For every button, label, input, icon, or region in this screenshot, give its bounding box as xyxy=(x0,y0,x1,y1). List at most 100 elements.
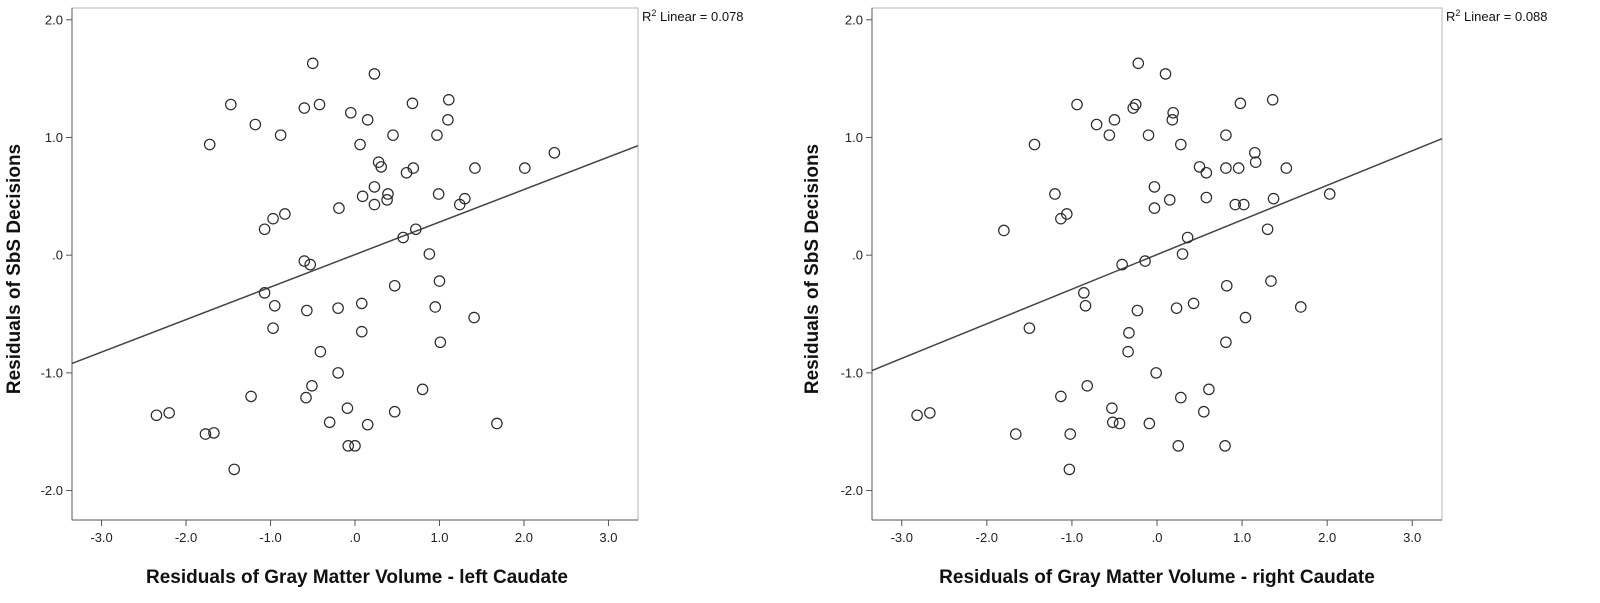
data-point xyxy=(924,407,936,419)
data-point xyxy=(1265,275,1277,287)
data-point xyxy=(1163,194,1176,206)
data-point xyxy=(279,208,291,220)
data-point xyxy=(1079,299,1092,312)
y-tick-label: -1.0 xyxy=(41,365,63,380)
x-tick-label: -2.0 xyxy=(175,530,197,545)
x-tick-label: .0 xyxy=(1152,530,1163,545)
y-tick-label: .0 xyxy=(852,248,863,263)
data-point xyxy=(1142,129,1155,141)
data-point xyxy=(349,440,361,452)
data-point xyxy=(332,367,344,379)
x-tick-label: 1.0 xyxy=(1233,530,1251,545)
data-point xyxy=(355,297,368,310)
data-point xyxy=(1139,255,1151,267)
data-point xyxy=(387,129,399,141)
data-point xyxy=(1193,161,1206,173)
data-point xyxy=(1063,463,1076,476)
plot-frame xyxy=(71,7,639,521)
data-point xyxy=(1220,162,1232,174)
data-point xyxy=(267,322,279,334)
y-tick-label: -1.0 xyxy=(841,365,863,380)
data-point xyxy=(381,194,393,206)
data-point xyxy=(1197,405,1210,418)
data-point xyxy=(333,202,345,214)
data-point xyxy=(1116,258,1128,271)
y-axis-title: Residuals of SbS Decisions xyxy=(4,144,25,394)
r-squared-label: R2 Linear = 0.078 xyxy=(642,8,744,24)
data-point xyxy=(356,190,369,203)
data-point xyxy=(1123,327,1135,339)
data-point xyxy=(249,118,262,131)
data-point xyxy=(1220,129,1232,141)
data-point xyxy=(298,102,311,114)
data-point xyxy=(442,94,455,106)
y-tick-label: .0 xyxy=(52,248,63,263)
data-point xyxy=(1071,98,1083,111)
data-point xyxy=(225,98,237,111)
y-tick-label: 2.0 xyxy=(845,12,863,27)
data-point xyxy=(469,162,481,174)
data-point xyxy=(268,299,281,312)
data-point xyxy=(341,402,354,414)
data-point xyxy=(1220,336,1232,349)
data-point xyxy=(998,224,1010,237)
data-point xyxy=(1232,162,1245,174)
data-point xyxy=(1219,440,1231,452)
data-point xyxy=(1132,57,1145,70)
data-point xyxy=(1267,192,1280,205)
data-point xyxy=(344,106,357,119)
x-tick-label: 1.0 xyxy=(430,530,448,545)
data-point xyxy=(1234,97,1247,110)
data-point xyxy=(298,255,311,267)
x-axis-title: Residuals of Gray Matter Volume - left C… xyxy=(146,567,568,588)
data-point xyxy=(306,57,319,70)
data-point xyxy=(518,162,531,174)
x-tick-label: -3.0 xyxy=(90,530,112,545)
data-point xyxy=(199,428,212,440)
data-point xyxy=(274,129,287,141)
data-point xyxy=(1266,94,1279,106)
regression-line xyxy=(871,137,1443,372)
data-point xyxy=(429,301,442,313)
data-point xyxy=(1167,106,1179,119)
x-tick-label: 2.0 xyxy=(515,530,533,545)
data-point xyxy=(431,129,443,141)
data-point xyxy=(342,440,355,452)
data-point xyxy=(433,275,446,287)
data-point xyxy=(1122,345,1134,358)
data-point xyxy=(1229,198,1242,211)
data-point xyxy=(1170,302,1183,314)
data-point xyxy=(304,258,317,271)
y-axis-title: Residuals of SbS Decisions xyxy=(802,144,823,394)
data-point xyxy=(1106,416,1119,429)
data-point xyxy=(1294,301,1307,313)
y-tick-label: -2.0 xyxy=(41,483,63,498)
data-point xyxy=(388,405,401,418)
data-point xyxy=(368,181,381,193)
data-point xyxy=(1106,402,1118,414)
data-point xyxy=(1172,440,1185,452)
data-point xyxy=(1175,138,1187,151)
x-tick-label: -2.0 xyxy=(976,530,998,545)
y-tick-label: 1.0 xyxy=(845,130,863,145)
data-point xyxy=(432,188,445,200)
data-point xyxy=(1261,223,1274,236)
data-point xyxy=(1131,304,1144,317)
data-point xyxy=(245,390,257,403)
data-point xyxy=(406,97,419,110)
data-point xyxy=(1220,279,1233,292)
data-point xyxy=(1064,428,1077,440)
x-tick-label: .0 xyxy=(350,530,361,545)
data-point xyxy=(354,138,366,151)
data-point xyxy=(1081,380,1094,392)
data-point xyxy=(548,146,561,159)
data-point xyxy=(1249,146,1261,159)
x-tick-label: -1.0 xyxy=(1061,530,1083,545)
data-point xyxy=(1127,102,1139,114)
data-point xyxy=(442,114,454,126)
data-point xyxy=(1200,191,1213,204)
data-point xyxy=(1176,248,1189,260)
data-point xyxy=(1129,98,1142,111)
data-point xyxy=(314,345,327,358)
